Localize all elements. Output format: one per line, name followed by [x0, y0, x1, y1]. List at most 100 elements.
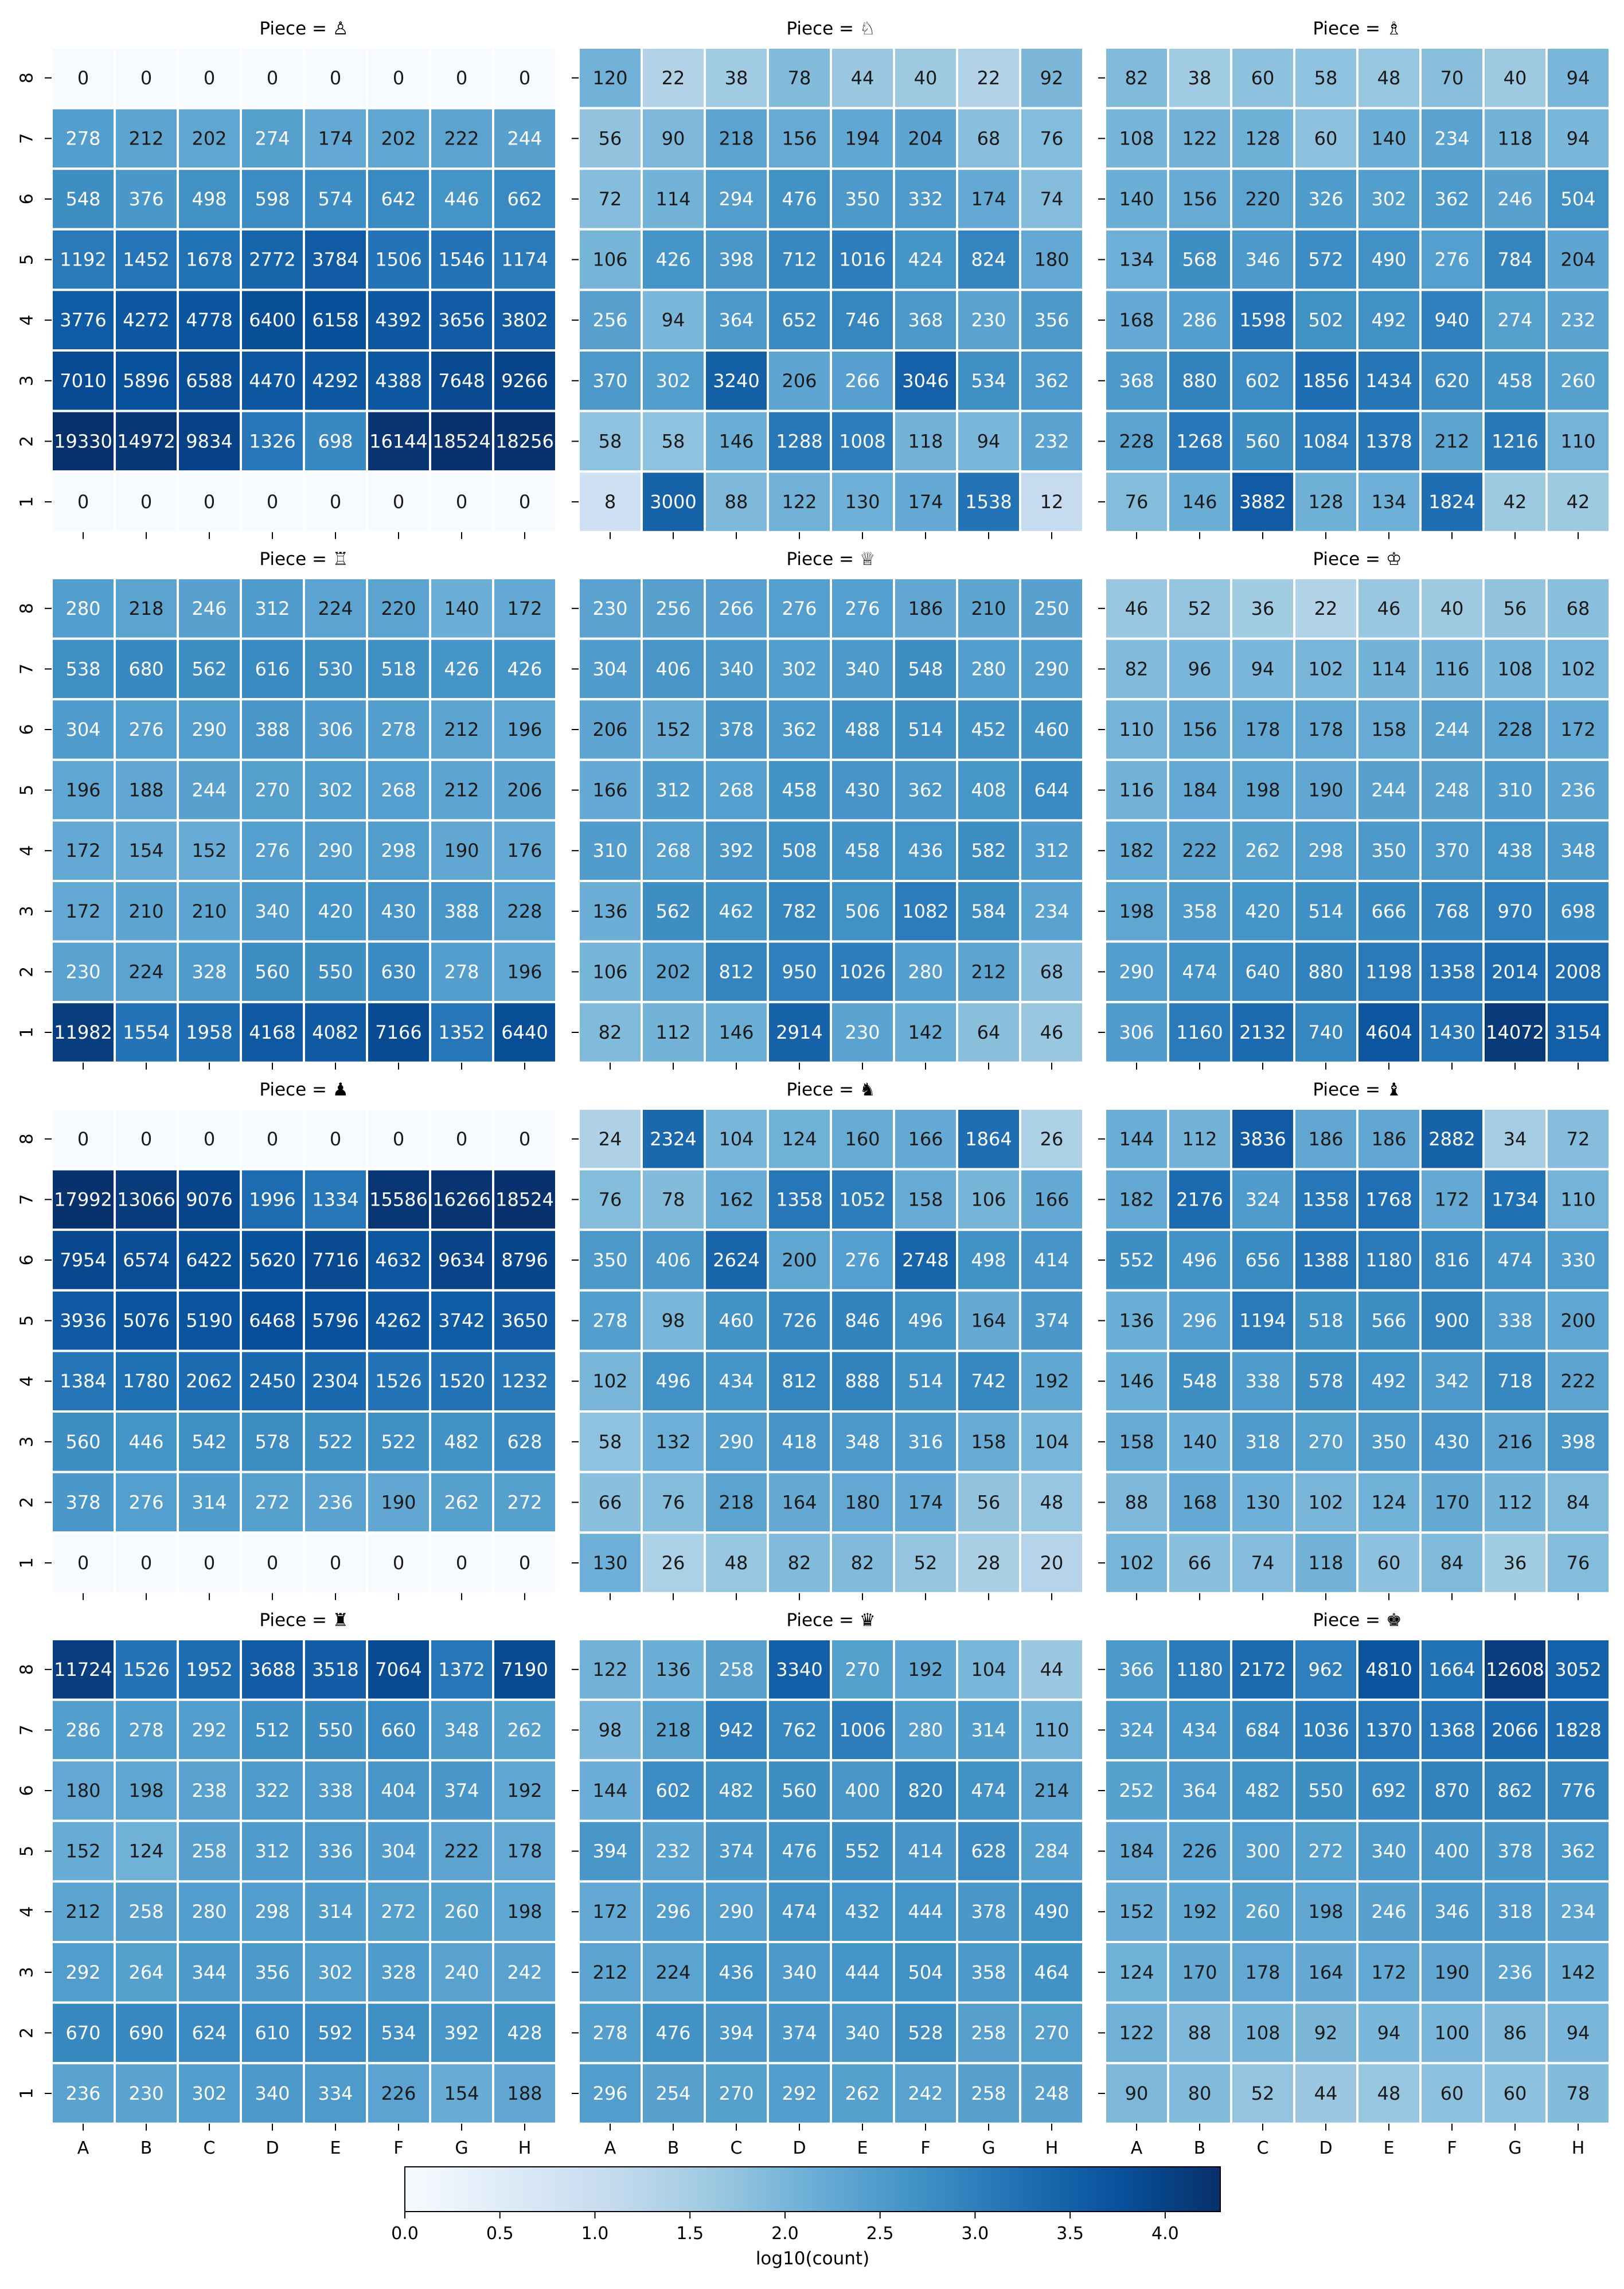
cell-value-label: 970 [1497, 900, 1532, 922]
cell-value-label: 134 [1371, 491, 1406, 513]
cell-value-label: 292 [65, 1962, 100, 1983]
heatmap-cell [767, 2001, 832, 2065]
heatmap-cell [492, 470, 557, 533]
cell-value-label: 482 [1245, 1780, 1280, 1801]
heatmap-cell [704, 470, 769, 533]
heatmap-cell [1545, 1108, 1611, 1171]
y-tick-label: 8 [17, 1133, 37, 1144]
cell-value-label: 698 [318, 430, 353, 452]
cell-value-label: 562 [192, 658, 227, 680]
cell-value-label: 296 [655, 1901, 690, 1923]
heatmap-cell [1293, 107, 1358, 170]
cell-value-label: 326 [1308, 188, 1343, 210]
cell-value-label: 6158 [312, 309, 358, 331]
cell-value-label: 350 [1371, 840, 1406, 861]
y-tick-label: 1 [17, 1557, 37, 1568]
cell-value-label: 7954 [60, 1249, 106, 1271]
cell-value-label: 4632 [375, 1249, 421, 1271]
x-tick-label: C [204, 2138, 216, 2158]
x-tick-label: F [393, 2138, 403, 2158]
cell-value-label: 166 [1034, 1188, 1069, 1210]
cell-value-label: 122 [782, 491, 817, 513]
y-tick-label: 6 [17, 1254, 37, 1265]
heatmap-cell [50, 1638, 116, 1701]
cell-value-label: 286 [65, 1719, 100, 1741]
cell-value-label: 1368 [1428, 1719, 1475, 1741]
cell-value-label: 620 [1434, 370, 1469, 392]
cell-value-label: 394 [719, 2022, 754, 2044]
cell-value-label: 302 [1371, 188, 1406, 210]
cell-value-label: 0 [330, 1128, 341, 1150]
cell-value-label: 298 [255, 1901, 290, 1923]
heatmap-cell [830, 1001, 895, 1064]
heatmap-cell [956, 1410, 1021, 1473]
cell-value-label: 670 [65, 2022, 100, 2044]
cell-value-label: 962 [1308, 1659, 1343, 1680]
heatmap-cell [429, 637, 494, 701]
cell-value-label: 258 [971, 2022, 1006, 2044]
heatmap-cell [303, 2062, 368, 2125]
cell-value-label: 1180 [1365, 1249, 1412, 1271]
cell-value-label: 0 [140, 67, 152, 89]
heatmap-cell [1019, 1410, 1084, 1473]
cell-value-label: 202 [655, 961, 690, 982]
cell-value-label: 1174 [501, 249, 548, 271]
cell-value-label: 52 [914, 1552, 938, 1574]
cell-value-label: 368 [1119, 370, 1154, 392]
cell-value-label: 374 [782, 2022, 817, 2044]
heatmap-cell [1230, 819, 1295, 883]
heatmap-cell [492, 107, 557, 170]
heatmap-cell [1230, 288, 1295, 352]
heatmap-cell [240, 288, 305, 352]
heatmap-cell [1293, 1168, 1358, 1231]
cell-value-label: 40 [1440, 598, 1464, 619]
cell-value-label: 276 [845, 1249, 880, 1271]
colorbar-tick-label: 0.5 [486, 2224, 514, 2244]
cell-value-label: 174 [318, 127, 353, 149]
heatmap-cell [1019, 1001, 1084, 1064]
cell-value-label: 13066 [117, 1188, 175, 1210]
cell-value-label: 424 [908, 249, 943, 271]
cell-value-label: 508 [782, 840, 817, 861]
cell-value-label: 234 [1560, 1901, 1595, 1923]
cell-value-label: 114 [655, 188, 690, 210]
cell-value-label: 1520 [438, 1370, 485, 1392]
y-tick-label: 1 [17, 1027, 37, 1038]
cell-value-label: 692 [1371, 1780, 1406, 1801]
cell-value-label: 154 [128, 840, 163, 861]
heatmap-cell [1019, 228, 1084, 291]
cell-value-label: 406 [655, 1249, 690, 1271]
heatmap-cell [1230, 2001, 1295, 2065]
heatmap-cell [704, 819, 769, 883]
y-tick-label: 3 [17, 1436, 37, 1447]
cell-value-label: 56 [1504, 598, 1527, 619]
cell-value-label: 112 [1182, 1128, 1217, 1150]
cell-value-label: 82 [851, 1552, 875, 1574]
cell-value-label: 432 [845, 1901, 880, 1923]
cell-value-label: 270 [255, 779, 290, 801]
heatmap-cell [1167, 637, 1232, 701]
heatmap-cell [704, 1819, 769, 1883]
cell-value-label: 200 [782, 1249, 817, 1271]
heatmap-cell [1419, 1001, 1485, 1064]
cell-value-label: 552 [845, 1840, 880, 1862]
heatmap-cell [893, 819, 958, 883]
cell-value-label: 296 [1182, 1310, 1217, 1332]
cell-value-label: 444 [845, 1962, 880, 1983]
cell-value-label: 94 [1567, 127, 1590, 149]
heatmap-cell [1104, 880, 1169, 943]
cell-value-label: 40 [1504, 67, 1527, 89]
heatmap-cell [1104, 1531, 1169, 1594]
heatmap-cell [1019, 880, 1084, 943]
y-tick-label: 2 [17, 2027, 37, 2038]
cell-value-label: 5796 [312, 1310, 358, 1332]
heatmap-cell [1019, 1108, 1084, 1171]
y-tick-label: 8 [17, 1664, 37, 1675]
cell-value-label: 256 [592, 309, 627, 331]
cell-value-label: 746 [845, 309, 880, 331]
heatmap-cell [1482, 758, 1548, 822]
cell-value-label: 198 [1308, 1901, 1343, 1923]
heatmap-cell [1419, 349, 1485, 412]
cell-value-label: 7716 [312, 1249, 358, 1271]
cell-value-label: 314 [971, 1719, 1006, 1741]
